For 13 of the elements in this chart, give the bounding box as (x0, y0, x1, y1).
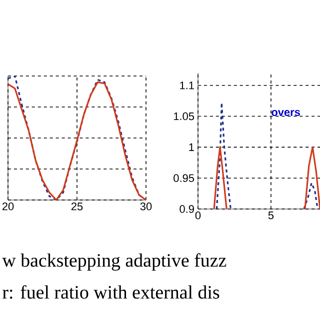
x-tick-label: 5 (268, 212, 274, 220)
y-tick-label: 0.9 (180, 205, 194, 213)
annotation: overs (272, 110, 300, 116)
x-tick-label: 30 (140, 202, 152, 210)
text: w backstepping adaptive fuzz (2, 253, 226, 271)
y-tick-label: 0.95 (174, 174, 194, 182)
y-tick-label: 1 (189, 143, 194, 151)
x-tick-label: 25 (71, 202, 83, 210)
text: r: fuel ratio with external dis (2, 285, 220, 299)
y-tick-label: 1.05 (174, 112, 194, 120)
x-tick-label: 0 (195, 212, 201, 220)
y-tick-label: 1.1 (180, 82, 194, 90)
x-tick-label: 20 (2, 202, 14, 210)
